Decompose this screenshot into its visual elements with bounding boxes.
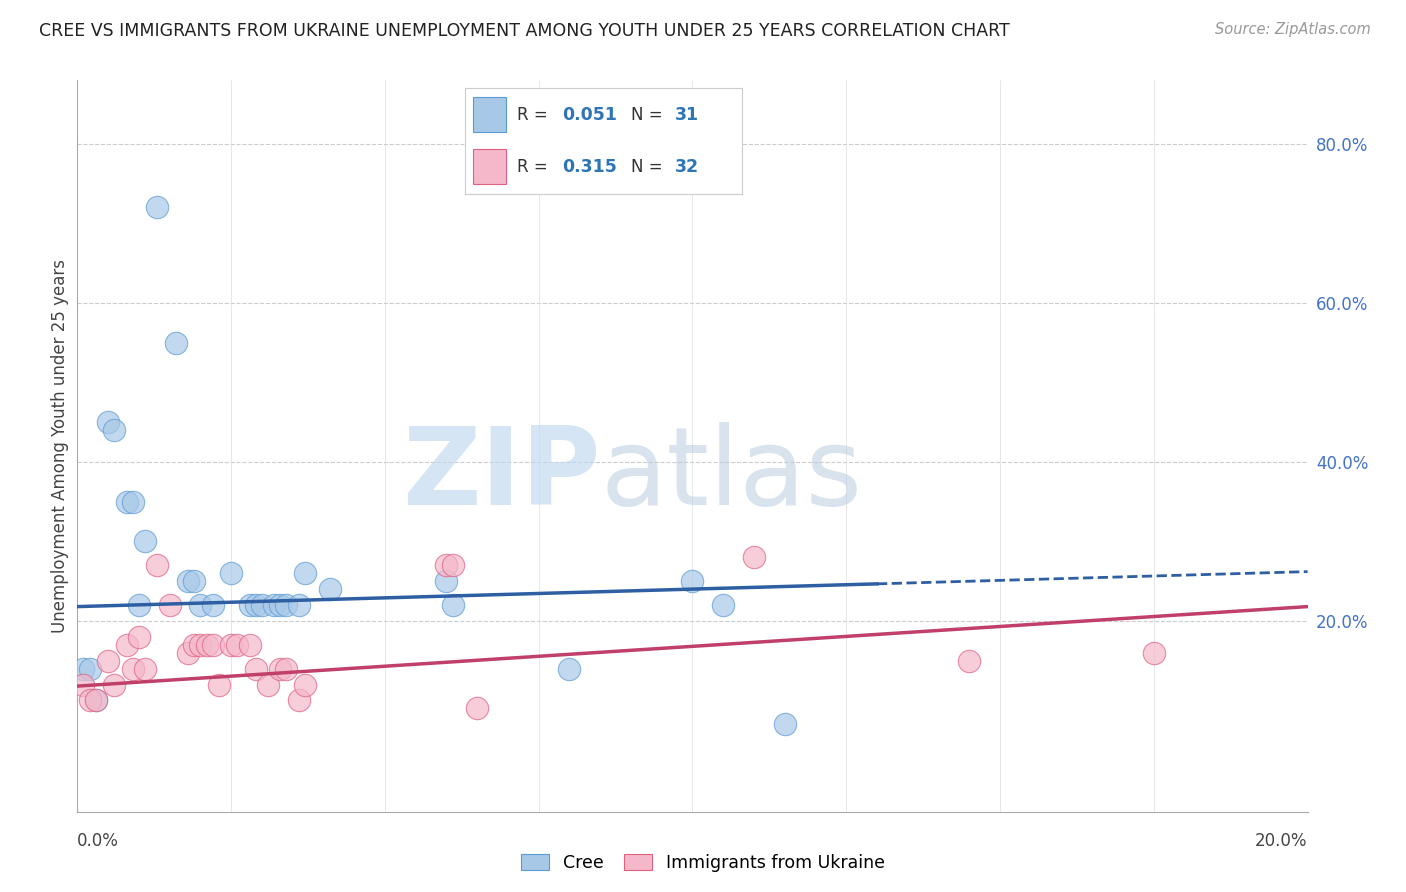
Point [226, 638, 249, 652]
Point [441, 558, 464, 573]
Legend: Cree, Immigrants from Ukraine: Cree, Immigrants from Ukraine [515, 847, 891, 879]
Y-axis label: Unemployment Among Youth under 25 years: Unemployment Among Youth under 25 years [51, 259, 69, 633]
Point [318, 582, 340, 596]
Point [558, 662, 581, 676]
Point [188, 598, 212, 612]
Point [219, 638, 242, 652]
Point [208, 677, 231, 691]
Point [146, 201, 169, 215]
Point [183, 638, 205, 652]
Text: 20.0%: 20.0% [1256, 831, 1308, 849]
Point [97, 415, 120, 429]
Point [441, 598, 464, 612]
Point [294, 566, 316, 581]
Point [84, 693, 107, 707]
Point [177, 574, 200, 589]
Point [682, 574, 704, 589]
Point [79, 693, 101, 707]
Point [134, 662, 156, 676]
Point [97, 654, 120, 668]
Point [103, 423, 125, 437]
Text: atlas: atlas [600, 422, 862, 528]
Point [201, 598, 224, 612]
Point [239, 598, 262, 612]
Point [219, 566, 242, 581]
Point [121, 494, 143, 508]
Point [72, 677, 94, 691]
Point [288, 693, 311, 707]
Text: 0.0%: 0.0% [77, 831, 120, 849]
Point [146, 558, 169, 573]
Point [257, 677, 280, 691]
Point [128, 598, 150, 612]
Point [245, 662, 267, 676]
Point [276, 598, 298, 612]
Point [188, 638, 212, 652]
Point [245, 598, 267, 612]
Point [288, 598, 311, 612]
Point [263, 598, 285, 612]
Point [165, 335, 187, 350]
Point [128, 630, 150, 644]
Point [269, 662, 291, 676]
Point [177, 646, 200, 660]
Point [183, 574, 205, 589]
Point [72, 662, 94, 676]
Text: ZIP: ZIP [402, 422, 600, 528]
Point [294, 677, 316, 691]
Point [121, 662, 143, 676]
Point [159, 598, 181, 612]
Text: Source: ZipAtlas.com: Source: ZipAtlas.com [1215, 22, 1371, 37]
Point [1143, 646, 1166, 660]
Point [84, 693, 107, 707]
Point [115, 638, 138, 652]
Point [115, 494, 138, 508]
Point [79, 662, 101, 676]
Point [195, 638, 218, 652]
Point [742, 550, 765, 565]
Point [276, 662, 298, 676]
Point [134, 534, 156, 549]
Point [436, 574, 458, 589]
Point [465, 701, 488, 715]
Point [103, 677, 125, 691]
Point [201, 638, 224, 652]
Point [239, 638, 262, 652]
Point [773, 717, 796, 731]
Text: CREE VS IMMIGRANTS FROM UKRAINE UNEMPLOYMENT AMONG YOUTH UNDER 25 YEARS CORRELAT: CREE VS IMMIGRANTS FROM UKRAINE UNEMPLOY… [39, 22, 1010, 40]
Point [957, 654, 980, 668]
Point [711, 598, 734, 612]
Point [250, 598, 273, 612]
Point [436, 558, 458, 573]
Point [269, 598, 291, 612]
